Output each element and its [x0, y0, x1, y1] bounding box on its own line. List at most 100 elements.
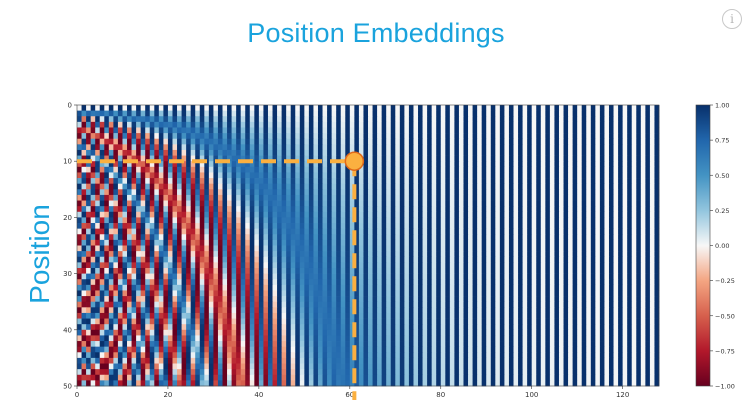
heatmap-cell	[245, 211, 251, 218]
heatmap-cell	[531, 166, 537, 173]
heatmap-cell	[208, 217, 214, 224]
heatmap-cell	[90, 189, 96, 196]
heatmap-cell	[186, 307, 192, 314]
heatmap-cell	[477, 178, 483, 185]
heatmap-cell	[408, 223, 414, 229]
heatmap-cell	[381, 256, 387, 263]
heatmap-cell	[177, 178, 182, 185]
heatmap-cell	[231, 166, 237, 173]
heatmap-cell	[99, 189, 105, 196]
heatmap-cell	[349, 127, 355, 134]
heatmap-cell	[113, 105, 119, 111]
heatmap-cell	[245, 149, 251, 156]
heatmap-cell	[299, 279, 305, 286]
heatmap-cell	[645, 318, 651, 325]
heatmap-cell	[568, 307, 573, 314]
heatmap-cell	[431, 251, 437, 258]
heatmap-cell	[204, 234, 210, 241]
heatmap-cell	[572, 155, 578, 162]
heatmap-cell	[377, 217, 382, 224]
heatmap-cell	[245, 251, 251, 258]
heatmap-cell	[572, 223, 578, 229]
heatmap-cell	[136, 279, 142, 286]
heatmap-cell	[468, 296, 473, 303]
heatmap-cell	[608, 105, 614, 111]
heatmap-cell	[222, 116, 228, 123]
heatmap-cell	[440, 149, 446, 156]
heatmap-cell	[381, 194, 387, 201]
heatmap-cell	[554, 267, 560, 274]
heatmap-cell	[295, 161, 301, 168]
heatmap-cell	[190, 307, 196, 314]
heatmap-cell	[231, 284, 237, 291]
heatmap-cell	[86, 251, 91, 258]
heatmap-cell	[136, 273, 142, 280]
heatmap-cell	[454, 200, 460, 207]
heatmap-cell	[217, 273, 223, 280]
heatmap-cell	[527, 183, 533, 190]
heatmap-cell	[236, 318, 242, 325]
heatmap-cell	[208, 178, 214, 185]
heatmap-cell	[249, 105, 255, 111]
heatmap-cell	[627, 307, 633, 314]
heatmap-cell	[549, 155, 555, 162]
heatmap-cell	[604, 116, 610, 123]
heatmap-cell	[486, 234, 492, 241]
heatmap-cell	[122, 256, 128, 263]
heatmap-cell	[454, 161, 460, 168]
heatmap-cell	[572, 206, 578, 213]
heatmap-cell	[522, 307, 528, 314]
heatmap-cell	[436, 284, 442, 291]
heatmap-cell	[113, 228, 119, 235]
heatmap-cell	[131, 161, 137, 168]
heatmap-cell	[504, 284, 510, 291]
heatmap-cell	[267, 144, 273, 151]
heatmap-cell	[558, 228, 564, 235]
heatmap-cell	[90, 251, 96, 258]
heatmap-cell	[158, 279, 164, 286]
heatmap-cell	[277, 301, 282, 308]
heatmap-cell	[304, 200, 310, 207]
heatmap-cell	[486, 245, 492, 252]
heatmap-cell	[554, 251, 560, 258]
heatmap-cell	[377, 318, 382, 325]
heatmap-cell	[122, 172, 128, 179]
heatmap-cell	[413, 110, 419, 117]
heatmap-cell	[145, 189, 151, 196]
heatmap-cell	[354, 127, 360, 134]
heatmap-cell	[608, 290, 614, 297]
heatmap-cell	[495, 105, 501, 111]
heatmap-cell	[399, 284, 405, 291]
info-icon[interactable]: i	[722, 9, 742, 29]
heatmap-cell	[131, 155, 137, 162]
heatmap-cell	[404, 251, 410, 258]
heatmap-cell	[317, 262, 323, 269]
heatmap-cell	[504, 110, 510, 117]
heatmap-cell	[267, 301, 273, 308]
heatmap-cell	[618, 110, 623, 117]
heatmap-cell	[108, 307, 114, 314]
heatmap-cell	[240, 296, 246, 303]
heatmap-cell	[413, 166, 419, 173]
heatmap-cell	[490, 200, 496, 207]
heatmap-cell	[436, 211, 442, 218]
heatmap-cell	[240, 200, 246, 207]
heatmap-cell	[399, 144, 405, 151]
heatmap-cell	[286, 251, 292, 258]
heatmap-cell	[608, 301, 614, 308]
heatmap-cell	[204, 290, 210, 297]
heatmap-cell	[127, 105, 132, 111]
heatmap-cell	[445, 279, 451, 286]
heatmap-cell	[645, 223, 651, 229]
heatmap-cell	[258, 228, 264, 235]
heatmap-cell	[495, 178, 501, 185]
heatmap-cell	[331, 267, 337, 274]
heatmap-cell	[627, 217, 633, 224]
heatmap-cell	[563, 116, 569, 123]
heatmap-cell	[386, 155, 392, 162]
heatmap-cell	[536, 127, 542, 134]
heatmap-cell	[436, 223, 442, 229]
heatmap-cell	[258, 194, 264, 201]
heatmap-cell	[345, 121, 351, 128]
heatmap-cell	[427, 155, 433, 162]
